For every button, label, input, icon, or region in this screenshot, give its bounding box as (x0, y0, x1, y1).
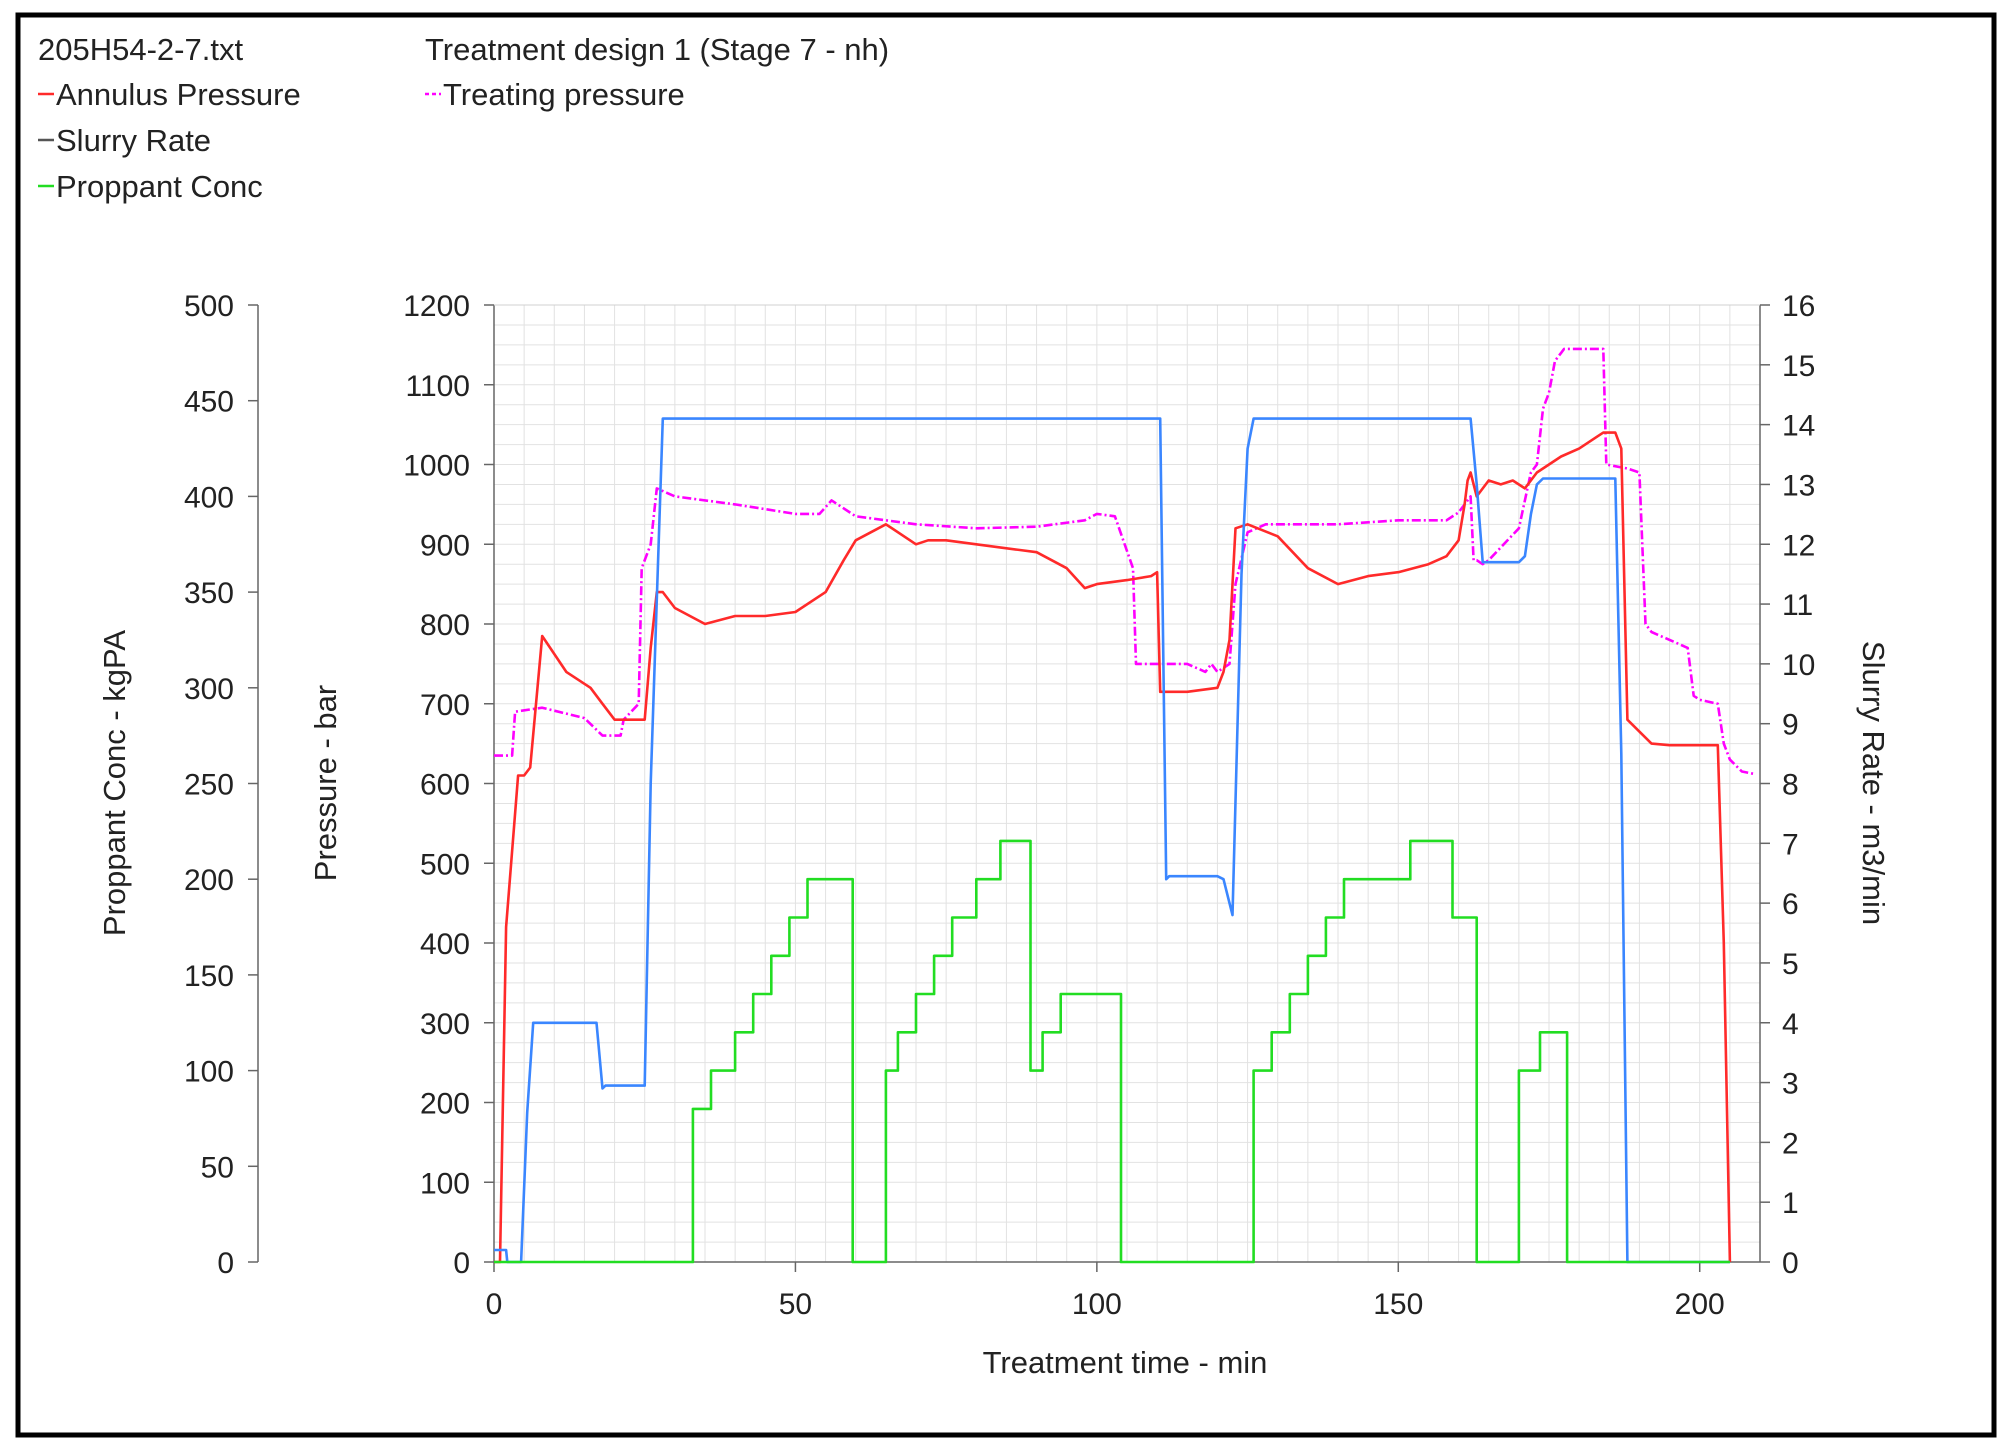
x-tick-label: 0 (486, 1288, 503, 1321)
proppant-tick-label: 350 (184, 577, 234, 610)
slurry-tick-label: 11 (1782, 589, 1813, 622)
slurry-tick-label: 3 (1782, 1068, 1799, 1101)
legend-annulus-label: Annulus Pressure (56, 77, 301, 112)
annulus-pressure-line (494, 431, 1732, 1264)
grid (493, 304, 1761, 1263)
proppant-tick-label: 50 (201, 1151, 234, 1184)
pressure-tick-label: 900 (420, 529, 470, 562)
proppant-tick-label: 450 (184, 386, 234, 419)
pressure-axis-title: Pressure - bar (308, 685, 343, 881)
slurry-tick-label: 9 (1782, 709, 1799, 742)
slurry-tick-label: 0 (1782, 1247, 1799, 1280)
proppant-tick-label: 150 (184, 960, 234, 993)
legend: Annulus Pressure Treating pressure Slurr… (38, 77, 685, 204)
pressure-tick-label: 600 (420, 769, 470, 802)
pressure-tick-label: 800 (420, 609, 470, 642)
pressure-tick-label: 400 (420, 928, 470, 961)
x-tick-label: 100 (1072, 1288, 1122, 1321)
slurry-tick-label: 14 (1782, 410, 1815, 443)
x-axis-title: Treatment time - min (983, 1345, 1268, 1380)
x-tick-label: 50 (779, 1288, 812, 1321)
pressure-tick-label: 300 (420, 1008, 470, 1041)
proppant-axis-title: Proppant Conc - kgPA (97, 630, 132, 936)
design-title: Treatment design 1 (Stage 7 - nh) (425, 32, 889, 67)
file-name: 205H54-2-7.txt (38, 32, 243, 67)
slurry-tick-label: 5 (1782, 948, 1799, 981)
x-tick-label: 150 (1373, 1288, 1423, 1321)
slurry-tick-label: 6 (1782, 888, 1799, 921)
legend-slurry-label: Slurry Rate (56, 123, 211, 158)
treating-pressure-line (494, 347, 1755, 776)
legend-treating-label: Treating pressure (443, 77, 685, 112)
slurry-tick-label: 1 (1782, 1187, 1799, 1220)
pressure-tick-label: 1000 (403, 450, 470, 483)
proppant-conc-line (494, 839, 1730, 1264)
slurry-tick-label: 2 (1782, 1127, 1799, 1160)
proppant-tick-label: 100 (184, 1056, 234, 1089)
proppant-tick-label: 400 (184, 481, 234, 514)
pressure-tick-label: 700 (420, 689, 470, 722)
slurry-tick-label: 12 (1782, 529, 1815, 562)
pressure-tick-label: 500 (420, 848, 470, 881)
slurry-tick-label: 13 (1782, 469, 1815, 502)
proppant-tick-label: 200 (184, 864, 234, 897)
slurry-tick-label: 8 (1782, 769, 1799, 802)
proppant-tick-label: 0 (217, 1247, 234, 1280)
proppant-tick-label: 250 (184, 769, 234, 802)
slurry-axis-title: Slurry Rate - m3/min (1856, 641, 1891, 925)
slurry-tick-label: 4 (1782, 1008, 1799, 1041)
pressure-tick-label: 1100 (405, 370, 470, 403)
proppant-tick-label: 500 (184, 290, 234, 323)
axes: 0501001502002503003504004505000100200300… (184, 290, 1815, 1321)
slurry-tick-label: 10 (1782, 649, 1815, 682)
slurry-rate-line (494, 417, 1730, 1264)
pressure-tick-label: 100 (420, 1167, 470, 1200)
pressure-tick-label: 0 (453, 1247, 470, 1280)
proppant-tick-label: 300 (184, 673, 234, 706)
series (494, 347, 1755, 1264)
pressure-tick-label: 1200 (403, 290, 470, 323)
pressure-tick-label: 200 (420, 1088, 470, 1121)
slurry-tick-label: 7 (1782, 828, 1799, 861)
slurry-tick-label: 15 (1782, 350, 1815, 383)
slurry-tick-label: 16 (1782, 290, 1815, 323)
x-tick-label: 200 (1675, 1288, 1725, 1321)
legend-proppant-label: Proppant Conc (56, 169, 263, 204)
